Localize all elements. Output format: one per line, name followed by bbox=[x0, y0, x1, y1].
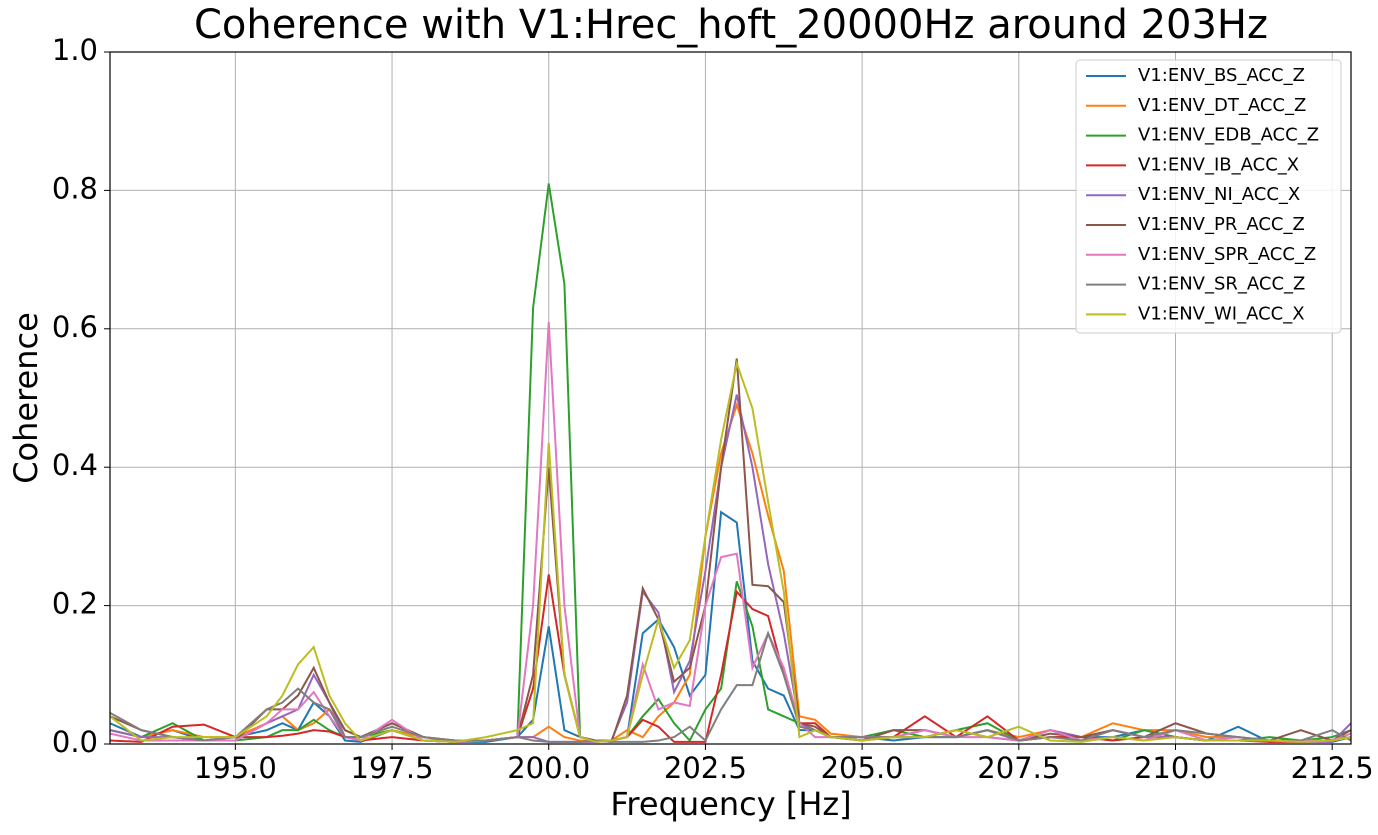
x-tick-label: 197.5 bbox=[351, 751, 434, 785]
chart-title: Coherence with V1:Hrec_hoft_20000Hz arou… bbox=[194, 2, 1268, 48]
legend-box bbox=[1075, 59, 1342, 334]
y-tick-label: 0.2 bbox=[52, 587, 98, 621]
plot-frame bbox=[109, 51, 1352, 745]
legend-label: V1:ENV_WI_ACC_X bbox=[1138, 303, 1305, 324]
legend-label: V1:ENV_SR_ACC_Z bbox=[1138, 274, 1305, 295]
x-axis-label: Frequency [Hz] bbox=[610, 785, 851, 823]
legend-label: V1:ENV_EDB_ACC_Z bbox=[1138, 125, 1319, 146]
x-tick-label: 212.5 bbox=[1291, 751, 1374, 785]
legend-label: V1:ENV_IB_ACC_X bbox=[1138, 154, 1299, 175]
x-tick-label: 202.5 bbox=[664, 751, 747, 785]
legend-label: V1:ENV_SPR_ACC_Z bbox=[1138, 244, 1316, 265]
y-axis-label: Coherence bbox=[7, 312, 45, 484]
y-tick-label: 0.8 bbox=[52, 171, 98, 205]
y-tick-label: 0.6 bbox=[52, 310, 98, 344]
x-tick-label: 200.0 bbox=[507, 751, 590, 785]
legend-label: V1:ENV_PR_ACC_Z bbox=[1138, 214, 1305, 235]
series-line bbox=[110, 358, 1351, 743]
y-tick-label: 0.0 bbox=[52, 725, 98, 759]
series-line bbox=[110, 321, 1351, 743]
x-tick-label: 205.0 bbox=[821, 751, 904, 785]
x-tick-label: 207.5 bbox=[977, 751, 1060, 785]
legend-label: V1:ENV_BS_ACC_Z bbox=[1138, 65, 1305, 86]
legend-label: V1:ENV_DT_ACC_Z bbox=[1138, 95, 1306, 116]
series-line bbox=[110, 359, 1351, 743]
x-tick-label: 195.0 bbox=[194, 751, 277, 785]
y-tick-label: 0.4 bbox=[52, 448, 98, 482]
legend-label: V1:ENV_NI_ACC_X bbox=[1138, 184, 1300, 205]
series-line bbox=[110, 574, 1351, 743]
series-line bbox=[110, 630, 1351, 743]
y-tick-label: 1.0 bbox=[52, 33, 98, 67]
x-tick-label: 210.0 bbox=[1134, 751, 1217, 785]
